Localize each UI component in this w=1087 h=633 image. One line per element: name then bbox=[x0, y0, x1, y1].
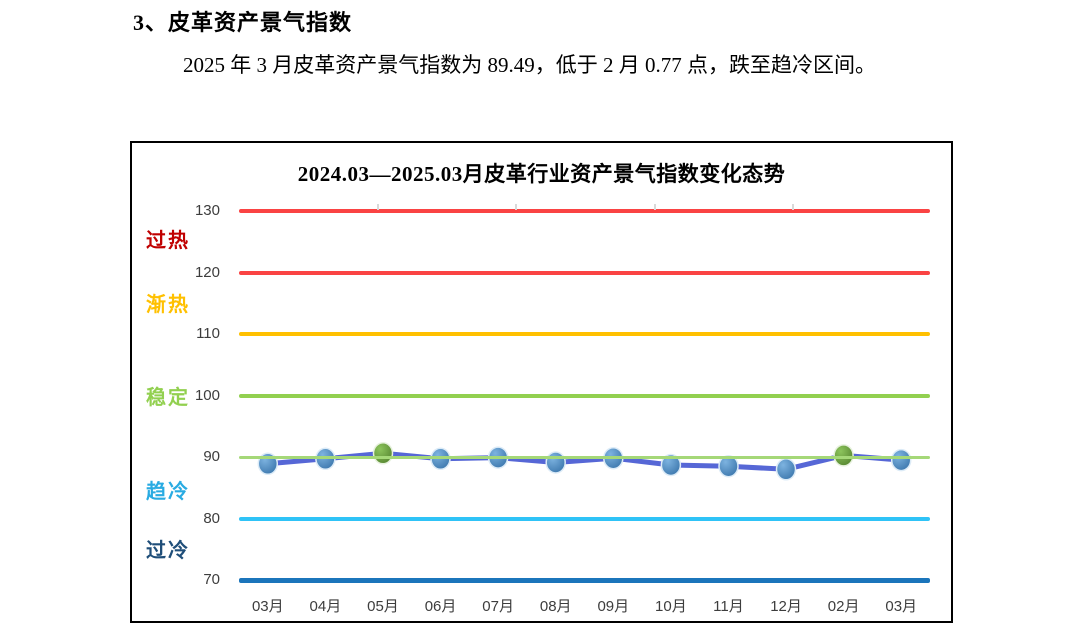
zone-label-100.3: 稳定 bbox=[146, 386, 190, 409]
x-axis-label-1: 04月 bbox=[309, 598, 342, 615]
top-axis-tick-0 bbox=[377, 204, 380, 210]
y-tick-label-80: 80 bbox=[203, 509, 220, 527]
x-axis-label-6: 09月 bbox=[597, 598, 630, 615]
chart-area: 70 80 90 100 110 120 130 过热渐热稳定趋冷过冷 03月 04月 05月 06月… bbox=[132, 143, 951, 621]
x-axis-label-8: 11月 bbox=[713, 598, 744, 615]
chart-figure: 2024.03—2025.03月皮革行业资产景气指数变化态势 70 80 90 100… bbox=[130, 141, 953, 623]
zone-label-125.7: 过热 bbox=[146, 230, 190, 253]
band-line-90 bbox=[239, 455, 930, 459]
y-tick-label-90: 90 bbox=[203, 448, 220, 465]
data-point-2-05月 bbox=[372, 442, 394, 465]
top-axis-tick-2 bbox=[653, 204, 656, 210]
x-axis-label-5: 08月 bbox=[539, 598, 572, 615]
top-axis-tick-3 bbox=[791, 204, 794, 210]
body-paragraph: 2025 年 3 月皮革资产景气指数为 89.49，低于 2 月 0.77 点，… bbox=[183, 53, 876, 77]
band-line-110 bbox=[239, 332, 930, 336]
x-axis-label-4: 07月 bbox=[482, 598, 514, 615]
data-point-1-04月 bbox=[315, 447, 336, 471]
zone-label-85: 趋冷 bbox=[146, 480, 190, 503]
zone-label-75.3: 过冷 bbox=[146, 540, 190, 563]
top-axis-tick-1 bbox=[515, 204, 518, 210]
chart-title: 2024.03—2025.03月皮革行业资产景气指数变化态势 bbox=[297, 162, 786, 186]
x-axis-label-3: 06月 bbox=[424, 598, 457, 615]
band-line-120 bbox=[239, 270, 930, 275]
y-tick-label-100: 100 bbox=[194, 386, 220, 404]
band-line-100 bbox=[239, 393, 930, 398]
x-axis-label-10: 02月 bbox=[827, 598, 860, 615]
data-point-9-12月 bbox=[775, 458, 797, 481]
band-line-80 bbox=[239, 516, 930, 521]
data-point-8-11月 bbox=[718, 454, 739, 478]
y-tick-label-70: 70 bbox=[203, 571, 220, 588]
data-point-11-03月 bbox=[890, 448, 912, 472]
section-heading: 3、皮革资产景气指数 bbox=[133, 10, 353, 35]
zone-label-115.4: 渐热 bbox=[146, 293, 190, 316]
data-point-3-06月 bbox=[430, 447, 451, 471]
y-tick-label-110: 110 bbox=[196, 325, 220, 342]
y-tick-label-120: 120 bbox=[194, 263, 220, 281]
x-axis-label-2: 05月 bbox=[367, 598, 399, 615]
x-axis-label-9: 12月 bbox=[770, 598, 802, 615]
x-axis-label-11: 03月 bbox=[885, 598, 918, 615]
band-line-70 bbox=[239, 577, 930, 583]
y-tick-label-130: 130 bbox=[194, 202, 220, 219]
x-axis-label-7: 10月 bbox=[655, 598, 687, 615]
x-axis-label-0: 03月 bbox=[251, 598, 284, 615]
band-line-130 bbox=[239, 209, 930, 213]
